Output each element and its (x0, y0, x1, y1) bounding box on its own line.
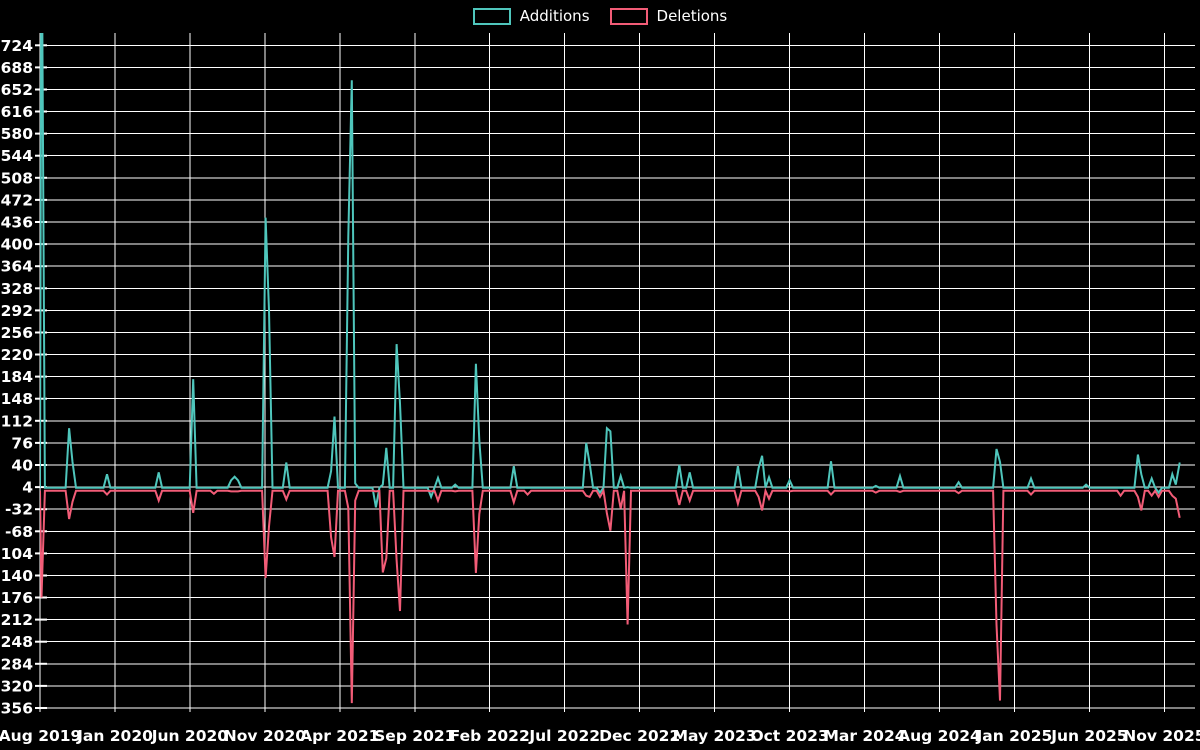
x-tick-label: Jan 2025 (975, 727, 1052, 745)
y-tick-label: 652 (1, 81, 33, 99)
gridlines (39, 33, 1195, 712)
y-tick-label: -176 (0, 589, 33, 607)
y-axis-labels: 724 688 652 616 580 544 508 472 436 400 364 328 292 2… (0, 37, 47, 718)
y-tick-label: 364 (1, 258, 34, 276)
y-tick-label: 472 (1, 191, 33, 209)
y-tick-label: 400 (1, 236, 34, 254)
y-tick-label: 688 (1, 59, 33, 77)
x-tick-label: Aug 2019 (0, 727, 81, 745)
x-tick-label: Jun 2020 (151, 727, 229, 745)
y-tick-label: 436 (1, 214, 33, 232)
y-tick-label: -284 (0, 655, 33, 673)
y-tick-label: 112 (1, 412, 33, 430)
x-tick-label: Feb 2022 (450, 727, 530, 745)
legend-item-additions[interactable]: Additions (472, 7, 590, 25)
deletions-line (40, 487, 1181, 704)
legend-label-deletions: Deletions (656, 7, 728, 25)
legend-label-additions: Additions (519, 7, 590, 25)
legend-item-deletions[interactable]: Deletions (609, 7, 728, 25)
y-tick-label: -32 (5, 501, 33, 519)
x-tick-label: May 2023 (673, 727, 757, 745)
additions-swatch-icon (472, 7, 511, 25)
y-tick-label: 724 (1, 37, 34, 55)
x-tick-label: Jul 2022 (528, 727, 600, 745)
y-tick-label: 40 (11, 457, 33, 475)
x-tick-label: Jun 2025 (1050, 727, 1127, 745)
x-tick-label: Nov 2020 (224, 727, 306, 745)
x-tick-label: Aug 2024 (898, 727, 981, 745)
y-tick-label: -356 (0, 700, 33, 718)
x-tick-label: Jan 2020 (76, 727, 153, 745)
y-tick-label: 544 (1, 147, 34, 165)
y-tick-label: 580 (1, 125, 34, 143)
y-tick-label: 292 (1, 302, 33, 320)
y-tick-label: 256 (1, 324, 33, 342)
y-tick-label: -140 (0, 567, 33, 585)
x-tick-label: Apr 2021 (300, 727, 379, 745)
y-tick-label: 76 (11, 434, 33, 452)
y-tick-label: 508 (1, 169, 33, 187)
x-tick-label: Sep 2021 (374, 727, 455, 745)
y-tick-label: -104 (0, 545, 33, 563)
deletions-swatch-icon (609, 7, 648, 25)
y-tick-label: -68 (5, 523, 33, 541)
y-tick-label: -212 (0, 611, 33, 629)
x-tick-label: Oct 2023 (750, 727, 828, 745)
y-tick-label: 148 (1, 390, 33, 408)
x-tick-label: Nov 2025 (1123, 727, 1200, 745)
x-tick-label: Mar 2024 (823, 727, 905, 745)
y-tick-label: 4 (22, 479, 33, 497)
y-tick-label: 616 (1, 103, 33, 121)
y-tick-label: -248 (0, 633, 33, 651)
y-tick-label: 220 (1, 346, 34, 364)
y-tick-label: -320 (0, 677, 33, 695)
y-tick-label: 184 (1, 368, 34, 386)
additions-line (40, 33, 1181, 508)
chart-legend: Additions Deletions (0, 7, 1200, 25)
x-tick-label: Dec 2022 (599, 727, 680, 745)
y-tick-label: 328 (1, 280, 33, 298)
